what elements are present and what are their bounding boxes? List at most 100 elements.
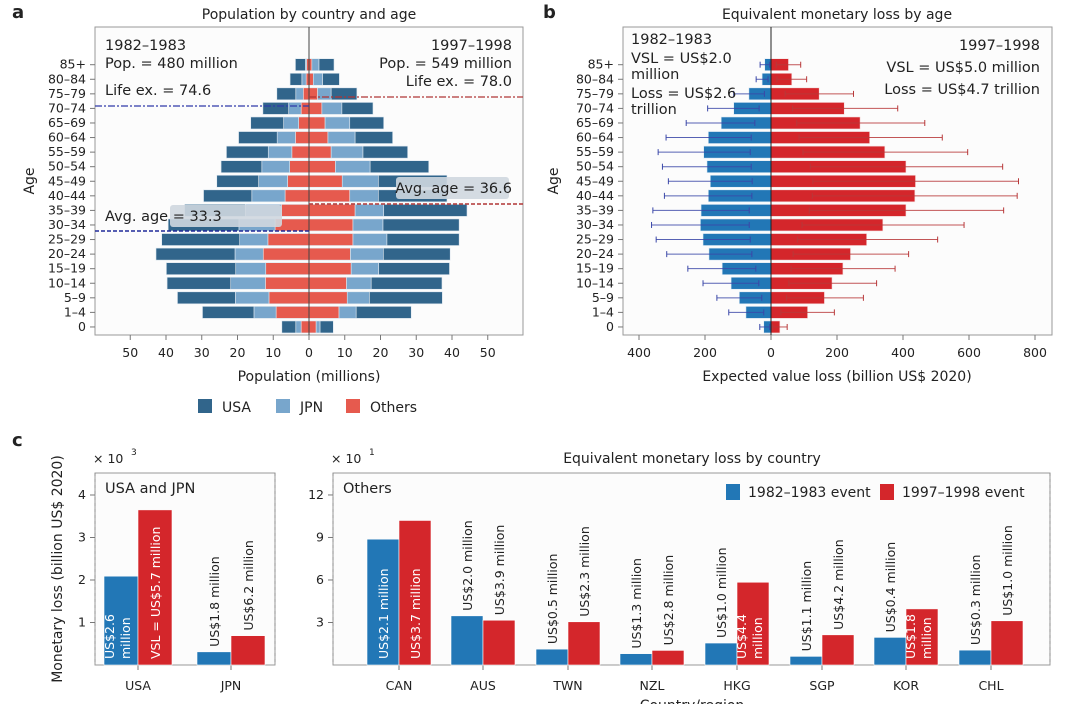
bar-right-others (308, 160, 336, 173)
bar-left-others (267, 233, 310, 246)
age-tick-label: 35–39 (576, 202, 614, 217)
x-tick-label: 200 (825, 345, 849, 360)
bar-1982-1983 (873, 637, 907, 666)
y-multiplier: × 10 (93, 451, 123, 466)
country-label: SGP (809, 678, 835, 693)
age-tick-label: 45–49 (576, 173, 614, 188)
bar-left-jpn (234, 247, 264, 261)
panel-letter-b: b (543, 2, 556, 23)
bar-right-usa (355, 306, 412, 319)
bar-right-others (308, 72, 314, 86)
bar-right-usa (383, 247, 451, 261)
bar-value-label: US$2.1 million (376, 568, 391, 659)
bar-right-others (308, 204, 356, 217)
bar-right-jpn (315, 320, 321, 334)
x-tick-label: 10 (337, 345, 353, 360)
bar-left-others (281, 204, 310, 217)
age-tick-label: 20–24 (48, 246, 86, 261)
legend-label-1997-1998: 1997–1998 event (902, 485, 1025, 501)
bar-1982-1983 (619, 653, 653, 666)
panel-c-right-plot-area (332, 472, 1051, 666)
right-period-label: 1997–1998 (959, 38, 1040, 54)
legend-swatch-1982-1983 (726, 484, 740, 500)
bar-left-usa (262, 102, 289, 115)
bar-left-usa (155, 247, 236, 261)
right-avg-age-label: Avg. age = 36.6 (395, 181, 512, 197)
panel-a-xlabel: Population (millions) (238, 369, 381, 385)
bar-right-others (308, 306, 340, 319)
bar-right-jpn (338, 306, 357, 319)
bar-right-usa (319, 320, 334, 334)
y-tick-label: 9 (316, 529, 324, 544)
bar-right-others (308, 233, 354, 246)
bar-left-usa (295, 58, 306, 72)
bar-value-label: US$2.3 million (577, 526, 592, 617)
bar-value-label: US$1.0 million (1000, 525, 1015, 616)
bar-left-usa (166, 262, 237, 275)
x-tick-label: 400 (627, 345, 651, 360)
x-tick-label: 30 (194, 345, 210, 360)
left-loss-label: Loss = US$2.6 (631, 86, 736, 102)
bar-left-others (284, 189, 310, 203)
bar-value-label: US$0.4 million (883, 542, 898, 633)
bar-right-jpn (350, 247, 384, 261)
bar-right-jpn (352, 218, 384, 232)
bar-left-jpn (235, 291, 270, 305)
country-label: TWN (552, 678, 582, 693)
age-tick-label: 55–59 (48, 144, 86, 159)
age-tick-label: 45–49 (48, 173, 86, 188)
bar-right-others (308, 247, 351, 261)
legend-label-others: Others (370, 400, 417, 416)
bar-right-jpn (346, 276, 372, 290)
bar-value-label: US$3.9 million (492, 525, 507, 616)
bar-value-label: US$2.6 (102, 614, 117, 659)
bar-left-jpn (288, 102, 302, 115)
age-tick-label: 80–84 (48, 71, 86, 86)
bar-1997-1998 (821, 634, 855, 666)
x-tick-label: 10 (265, 345, 281, 360)
bar-1997-1998 (651, 650, 685, 666)
bar-left-others (300, 320, 310, 334)
bar-left-jpn (267, 145, 293, 159)
panel-c-xlabel: Country/region (640, 698, 745, 704)
age-tick-label: 55–59 (576, 144, 614, 159)
bar-left-usa (226, 145, 269, 159)
left-vsl-label-cont: million (631, 67, 679, 83)
age-tick-label: 70–74 (48, 100, 86, 115)
bar-right-others (308, 102, 323, 115)
age-tick-label: 15–19 (48, 261, 86, 276)
age-tick-label: 75–79 (576, 86, 614, 101)
bar-right-usa (341, 102, 374, 115)
legend-swatch-jpn (276, 399, 290, 413)
y-tick-label: 6 (316, 572, 324, 587)
age-tick-label: 85+ (60, 57, 86, 72)
x-tick-label: 0 (767, 345, 775, 360)
age-tick-label: 50–54 (48, 159, 86, 174)
panel-a-title: Population by country and age (202, 7, 416, 23)
country-label: HKG (723, 678, 750, 693)
left-period-label: 1982–1983 (631, 32, 712, 48)
bar-value-label: US$1.0 million (714, 548, 729, 639)
bar-right-usa (369, 291, 443, 305)
right-loss-label: Loss = US$4.7 trillion (884, 82, 1040, 98)
age-tick-label: 25–29 (48, 232, 86, 247)
right-population-label: Pop. = 549 million (379, 56, 512, 72)
bar-right-others (308, 320, 317, 334)
y-tick-label: 2 (78, 572, 86, 587)
age-tick-label: 65–69 (576, 115, 614, 130)
age-tick-label: 40–44 (576, 188, 614, 203)
bar-value-label: US$3.7 million (408, 568, 423, 659)
bar-value-label: US$4.2 million (831, 539, 846, 630)
bar-value-label: US$2.8 million (661, 555, 676, 646)
bar-right-others (308, 189, 351, 203)
x-tick-label: 40 (158, 345, 174, 360)
bar-right-others (308, 291, 348, 305)
bar-left-usa (250, 116, 284, 130)
bar-value-label: US$1.3 million (629, 558, 644, 649)
bar-1982-1983 (704, 642, 738, 666)
bar-right-jpn (341, 174, 379, 188)
panel-b-title: Equivalent monetary loss by age (722, 7, 952, 23)
bar-1997-1998 (137, 509, 173, 666)
x-tick-label: 200 (693, 345, 717, 360)
bar-1982-1983 (450, 615, 484, 666)
